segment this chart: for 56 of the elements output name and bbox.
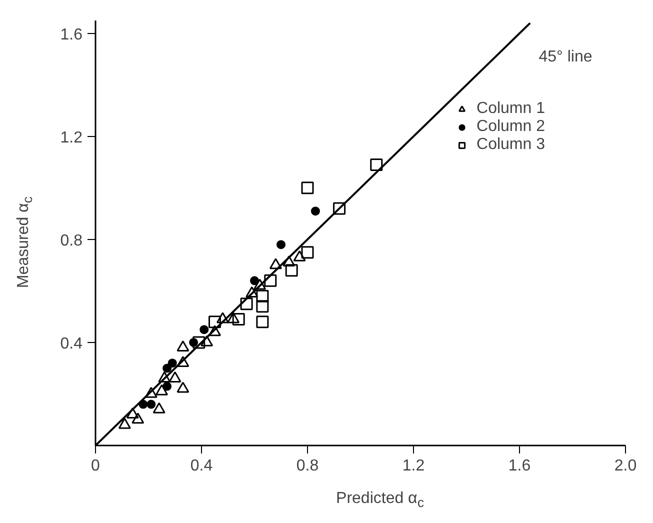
point <box>282 256 296 267</box>
x-tick-label: 1.2 <box>402 458 425 474</box>
y-tick-label: 0.8 <box>60 232 83 250</box>
point <box>370 158 383 171</box>
point <box>301 182 314 194</box>
point <box>168 371 182 382</box>
point <box>200 335 214 346</box>
x-tick-label: 0.8 <box>296 458 319 474</box>
point <box>227 312 240 324</box>
point <box>132 412 144 424</box>
legend-label: Column 2 <box>476 118 545 136</box>
point <box>152 402 166 414</box>
point <box>208 316 221 328</box>
point <box>254 278 266 290</box>
point <box>250 276 259 286</box>
point <box>216 312 229 324</box>
x-tick-label: 0 <box>91 458 100 474</box>
point <box>269 258 282 270</box>
x-axis-title: Predicted α$_{c}$ <box>336 488 424 512</box>
point <box>200 325 209 334</box>
x-tick-label: 2.0 <box>614 458 637 474</box>
point <box>256 290 269 302</box>
point <box>232 313 245 326</box>
y-tick-label: 1.2 <box>60 129 83 146</box>
point <box>146 400 156 409</box>
point <box>208 325 221 336</box>
point <box>162 364 172 373</box>
point <box>256 300 269 313</box>
point <box>176 356 190 367</box>
point <box>192 336 206 349</box>
legend-label: Column 1 <box>476 100 545 118</box>
point <box>246 286 258 298</box>
point <box>285 264 298 277</box>
y-tick-label: 1.6 <box>60 26 83 44</box>
point <box>162 382 172 391</box>
x-tick-label: 0.4 <box>190 458 213 474</box>
point <box>176 382 190 393</box>
point <box>256 316 269 328</box>
point <box>168 358 177 368</box>
point <box>240 298 253 310</box>
annotation: 45° line <box>538 48 592 66</box>
point <box>118 418 131 429</box>
point <box>126 407 139 419</box>
point <box>144 386 158 398</box>
point <box>333 202 346 215</box>
point <box>176 340 190 352</box>
point <box>158 371 171 382</box>
point <box>264 274 277 287</box>
point <box>301 246 314 259</box>
legend-label: Column 3 <box>476 136 545 154</box>
point <box>276 240 286 250</box>
point <box>293 250 306 262</box>
x-tick-label: 1.6 <box>508 458 531 474</box>
y-tick-label: 0.4 <box>60 335 83 352</box>
point <box>310 206 320 216</box>
point <box>156 384 168 396</box>
